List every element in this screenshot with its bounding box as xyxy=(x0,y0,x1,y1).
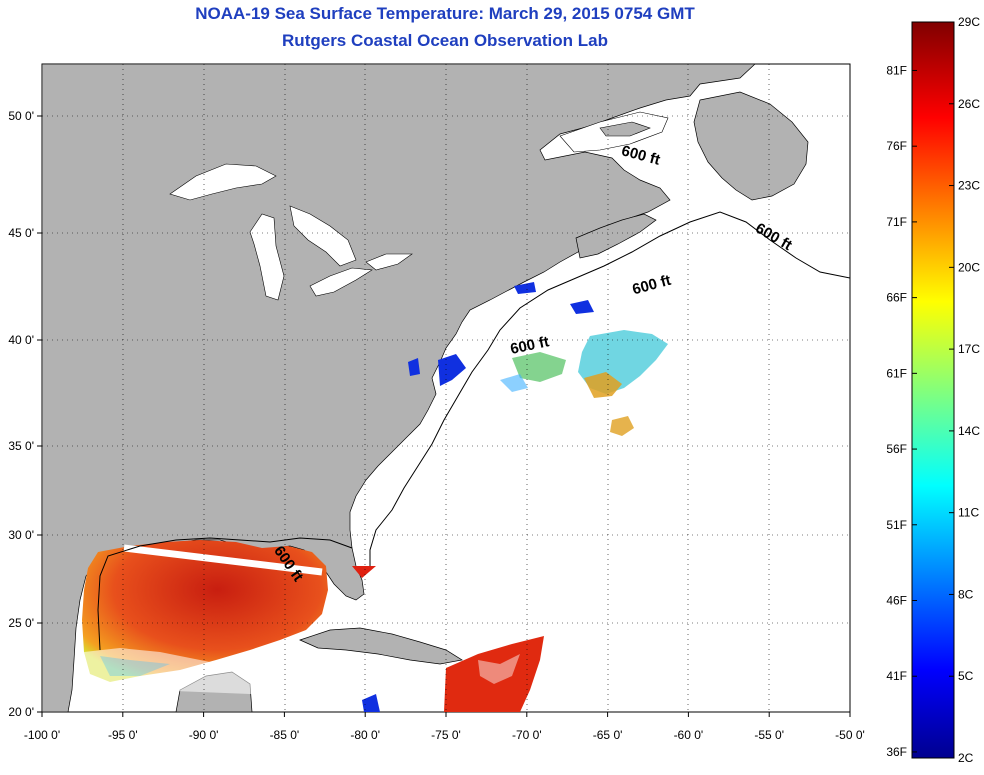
colorbar-f-label-2: 71F xyxy=(886,215,907,229)
caribbean-sst xyxy=(444,636,544,712)
latitude-tick-labels: 20 0' 25 0' 30 0' 35 0' 40 0' 45 0' 50 0' xyxy=(8,109,42,719)
colorbar-c-label-8: 5C xyxy=(958,669,974,683)
colorbar-c-label-7: 8C xyxy=(958,587,974,601)
cold-coastal-water xyxy=(362,282,594,712)
map-subtitle: Rutgers Coastal Ocean Observation Lab xyxy=(282,31,608,50)
gulf-of-mexico-sst xyxy=(82,540,328,682)
colorbar xyxy=(911,21,955,759)
colorbar-f-label-1: 76F xyxy=(886,139,907,153)
colorbar-c-label-3: 20C xyxy=(958,260,980,274)
colorbar-f-label-4: 61F xyxy=(886,366,907,380)
colorbar-c-label-4: 17C xyxy=(958,342,980,356)
lon-tick-label-4: -80 0' xyxy=(350,728,380,742)
lon-tick-label-6: -70 0' xyxy=(512,728,542,742)
colorbar-f-label-0: 81F xyxy=(886,63,907,77)
gulf-speckle-band xyxy=(84,648,306,694)
florida-straits-patch xyxy=(352,566,376,578)
colorbar-labels: 29C 26C 23C 20C 17C 14C 11C 8C 5C 2C 81F 76F 71F 66F 6… xyxy=(886,15,980,765)
lat-tick-label-6: 50 0' xyxy=(8,109,34,123)
land-cuba xyxy=(299,627,463,665)
depth-contour-600ft xyxy=(97,211,850,651)
colorbar-c-label-6: 11C xyxy=(958,506,979,520)
lat-tick-label-3: 35 0' xyxy=(8,439,34,453)
cloud-streak xyxy=(123,544,323,576)
colorbar-f-label-9: 36F xyxy=(886,745,907,759)
lon-tick-label-5: -75 0' xyxy=(431,728,461,742)
colorbar-f-label-5: 56F xyxy=(886,442,907,456)
atlantic-sst-patches xyxy=(500,330,668,436)
map-title: NOAA-19 Sea Surface Temperature: March 2… xyxy=(195,4,695,23)
lat-tick-label-1: 25 0' xyxy=(8,616,34,630)
lat-tick-label-4: 40 0' xyxy=(8,333,34,347)
colorbar-c-label-0: 29C xyxy=(958,15,980,29)
lon-tick-label-9: -55 0' xyxy=(754,728,784,742)
longitude-tick-labels: -100 0' -95 0' -90 0' -85 0' -80 0' -75 0' -70… xyxy=(24,712,865,742)
lon-tick-label-10: -50 0' xyxy=(835,728,865,742)
lon-tick-label-8: -60 0' xyxy=(674,728,704,742)
colorbar-c-label-9: 2C xyxy=(958,751,974,765)
great-lakes xyxy=(169,163,413,301)
colorbar-f-label-3: 66F xyxy=(886,291,907,305)
grid-lines xyxy=(42,64,850,712)
colorbar-f-label-6: 51F xyxy=(886,518,907,532)
lon-tick-label-7: -65 0' xyxy=(593,728,623,742)
colorbar-f-label-7: 46F xyxy=(886,594,907,608)
land-nova-scotia xyxy=(575,213,657,259)
lat-tick-label-2: 30 0' xyxy=(8,528,34,542)
anticosti-island xyxy=(599,121,651,137)
lat-tick-label-0: 20 0' xyxy=(8,705,34,719)
lon-tick-label-2: -90 0' xyxy=(189,728,219,742)
lat-tick-label-5: 45 0' xyxy=(8,226,34,240)
colorbar-f-label-8: 41F xyxy=(886,669,907,683)
lon-tick-label-1: -95 0' xyxy=(108,728,138,742)
caribbean-speckle xyxy=(478,654,520,684)
land-newfoundland xyxy=(693,91,809,201)
colorbar-c-label-2: 23C xyxy=(958,179,980,193)
gulf-speckle-cool xyxy=(100,656,170,676)
lon-tick-label-3: -85 0' xyxy=(270,728,300,742)
colorbar-c-label-1: 26C xyxy=(958,97,980,111)
colorbar-c-label-5: 14C xyxy=(958,424,980,438)
lon-tick-label-0: -100 0' xyxy=(24,728,60,742)
